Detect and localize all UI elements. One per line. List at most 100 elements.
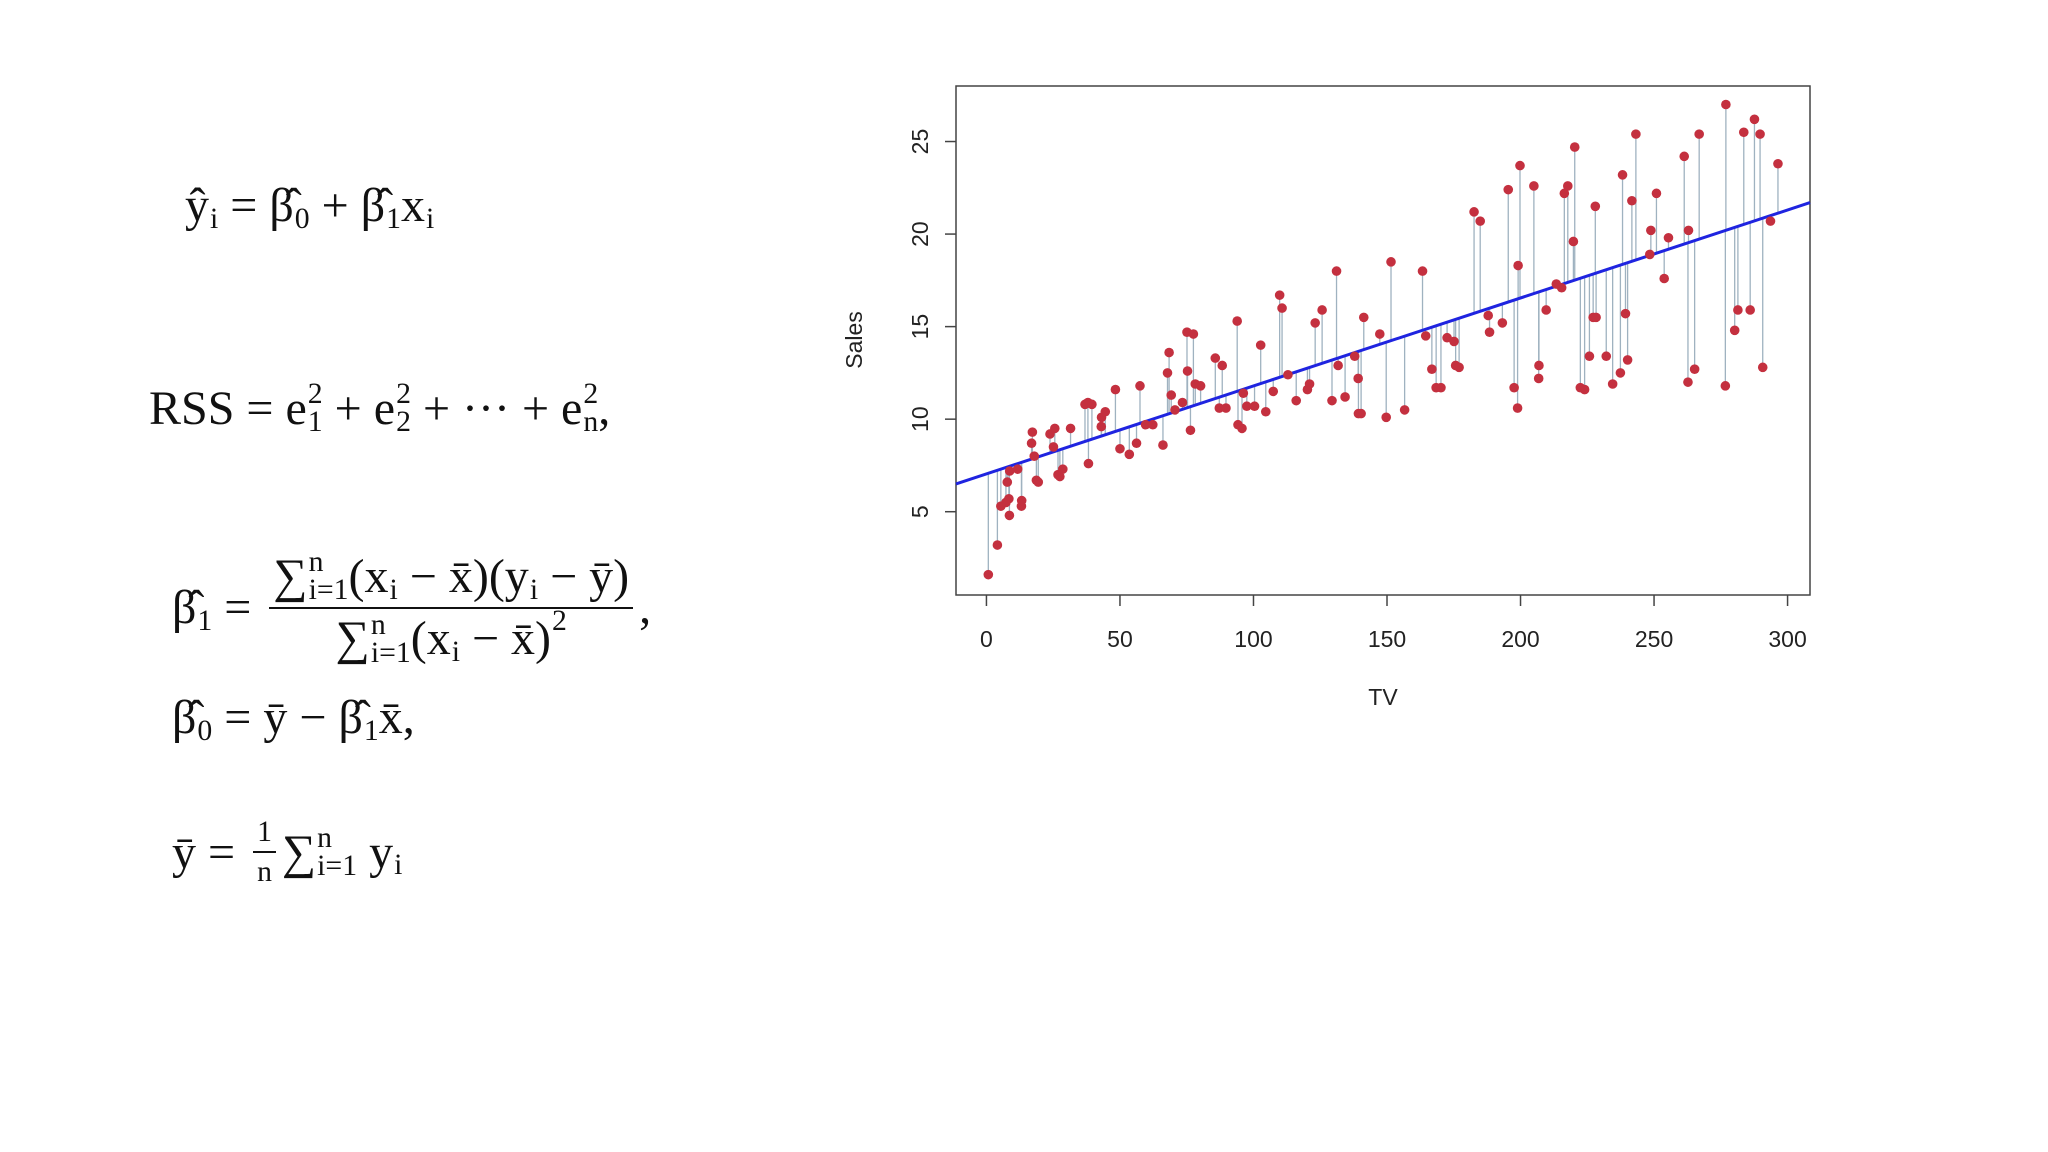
data-point: [1615, 368, 1626, 378]
data-point: [1720, 381, 1731, 391]
math-text: ,: [639, 581, 652, 635]
math-token: β̂ 1: [338, 690, 378, 747]
data-point: [1358, 312, 1369, 323]
formula: β̂ 0 = ȳ − β̂ 1 x̄,: [172, 690, 415, 747]
math-subscript: 1: [197, 603, 213, 637]
data-point: [1158, 440, 1168, 450]
math-token: − ȳ): [538, 549, 629, 604]
data-point: [1065, 423, 1076, 434]
math-text: + ··· +: [410, 381, 562, 435]
math-text: (x: [348, 549, 389, 603]
math-text: = ȳ −: [212, 691, 339, 744]
math-subscript: i: [451, 635, 460, 669]
math-fraction: ∑ n i=1 (x i − x̄)(y i − ȳ) ∑ n i=1 (x i − x̄) 2: [269, 546, 634, 669]
math-text: e: [373, 381, 396, 435]
data-point: [1004, 466, 1015, 476]
data-point: [1260, 406, 1271, 417]
math-text: β̂: [338, 691, 363, 744]
data-point: [1148, 419, 1158, 430]
data-point: [1503, 184, 1514, 195]
math-subscript: i=1: [317, 849, 358, 882]
data-point: [1162, 368, 1173, 378]
data-point: [1083, 458, 1094, 469]
data-point: [1534, 360, 1544, 371]
math-text: β̂: [360, 179, 386, 232]
data-point: [1679, 151, 1690, 162]
data-point: [1317, 305, 1327, 315]
data-point: [1237, 423, 1247, 434]
math-subscript: 0: [197, 713, 213, 747]
math-token: + ··· +: [411, 381, 561, 436]
data-point: [1217, 360, 1228, 371]
data-point: [1483, 310, 1494, 321]
data-point: [1427, 364, 1437, 374]
math-text: x: [401, 179, 426, 232]
math-superscript: 2: [307, 377, 323, 410]
data-point: [1255, 340, 1266, 350]
data-point: [1050, 423, 1060, 434]
y-tick-label: 20: [907, 221, 933, 247]
math-text: =: [212, 581, 264, 635]
data-point: [1436, 382, 1446, 393]
data-point: [1469, 207, 1479, 217]
data-point: [1214, 403, 1225, 413]
data-point: [1497, 318, 1508, 328]
data-point: [1569, 142, 1580, 152]
math-text: ,: [598, 381, 611, 435]
data-point: [1449, 336, 1459, 347]
math-subscript: 2: [396, 405, 411, 439]
math-text: − ȳ): [538, 549, 630, 603]
math-token: − x̄) 2: [460, 604, 567, 666]
plot-frame: [955, 85, 1811, 596]
math-token: (x i: [411, 611, 460, 669]
x-tick-label: 200: [1501, 626, 1539, 652]
data-point: [1622, 355, 1633, 365]
data-point: [1340, 392, 1350, 402]
math-subscript: i=1: [370, 635, 411, 669]
data-point: [1689, 364, 1700, 374]
data-point: [1027, 427, 1038, 437]
data-point: [1733, 305, 1743, 315]
data-point: [1562, 181, 1573, 191]
math-subscript: 0: [294, 201, 310, 235]
data-point: [1745, 305, 1755, 315]
math-text: ȳ =: [172, 825, 248, 879]
data-point: [1627, 195, 1637, 206]
math-text: ŷ: [185, 179, 209, 232]
data-point: [1331, 266, 1342, 276]
data-point: [1164, 347, 1174, 358]
math-token: ∑ n i=1: [282, 822, 358, 882]
math-scripts: n i=1: [309, 546, 349, 604]
x-tick-label: 300: [1768, 626, 1806, 652]
numerator: ∑ n i=1 (x i − x̄)(y i − ȳ): [269, 546, 634, 609]
data-point: [1659, 273, 1669, 284]
x-axis-label: TV: [1368, 684, 1398, 710]
data-point: [1029, 451, 1040, 461]
data-point: [1268, 386, 1279, 397]
data-point: [1210, 353, 1221, 363]
x-tick-label: 50: [1107, 626, 1133, 652]
data-point: [1381, 412, 1392, 423]
formula: β̂ 1 = ∑ n i=1 (x i − x̄)(y i − ȳ) ∑ n i=1 (x i − x…: [172, 546, 652, 669]
data-point: [1579, 384, 1590, 395]
math-text: =: [218, 179, 270, 232]
math-token: ∑ n i=1: [336, 609, 411, 669]
math-text: n: [257, 855, 272, 888]
math-token: n: [257, 855, 272, 889]
data-point: [1590, 201, 1601, 212]
data-point: [1274, 290, 1285, 300]
data-point: [1249, 401, 1260, 412]
data-point: [1374, 329, 1385, 339]
data-point: [1170, 405, 1180, 415]
regression-line: [955, 201, 1811, 486]
math-superscript: 2: [396, 377, 411, 410]
math-text: 1: [257, 815, 272, 848]
data-point: [1110, 384, 1121, 395]
data-point: [1349, 351, 1360, 362]
data-point: [1166, 390, 1177, 400]
data-point: [1100, 406, 1111, 417]
